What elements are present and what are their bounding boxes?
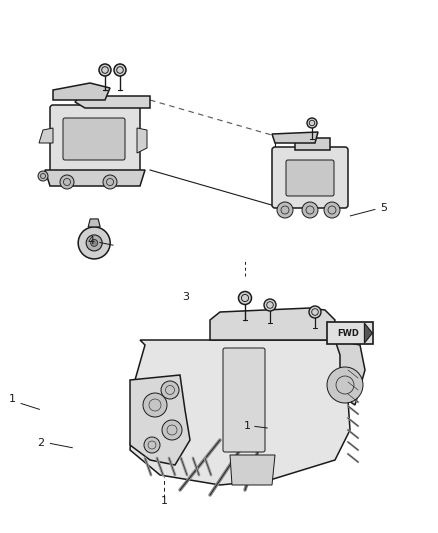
- FancyBboxPatch shape: [327, 322, 374, 344]
- Circle shape: [99, 64, 111, 76]
- Circle shape: [38, 171, 48, 181]
- Polygon shape: [295, 138, 330, 150]
- Circle shape: [144, 437, 160, 453]
- Polygon shape: [210, 308, 335, 340]
- Circle shape: [277, 202, 293, 218]
- Text: 4: 4: [88, 236, 95, 246]
- Circle shape: [327, 367, 363, 403]
- Polygon shape: [39, 128, 53, 143]
- FancyBboxPatch shape: [223, 348, 265, 452]
- FancyBboxPatch shape: [286, 160, 334, 196]
- Text: 5: 5: [380, 203, 387, 213]
- Polygon shape: [272, 132, 318, 143]
- FancyBboxPatch shape: [50, 105, 140, 173]
- FancyBboxPatch shape: [272, 147, 348, 208]
- Polygon shape: [53, 83, 110, 100]
- Polygon shape: [75, 96, 150, 108]
- Circle shape: [162, 420, 182, 440]
- Circle shape: [78, 227, 110, 259]
- Circle shape: [324, 202, 340, 218]
- Polygon shape: [364, 323, 372, 343]
- Circle shape: [60, 175, 74, 189]
- Circle shape: [161, 381, 179, 399]
- Circle shape: [103, 175, 117, 189]
- Circle shape: [307, 118, 317, 128]
- Polygon shape: [230, 455, 275, 485]
- Circle shape: [143, 393, 167, 417]
- Circle shape: [264, 299, 276, 311]
- Circle shape: [114, 64, 126, 76]
- Polygon shape: [130, 375, 190, 465]
- Circle shape: [309, 306, 321, 318]
- Polygon shape: [45, 170, 145, 186]
- Text: 1: 1: [9, 394, 16, 403]
- Circle shape: [91, 239, 98, 246]
- Circle shape: [86, 235, 102, 251]
- Text: 2: 2: [37, 439, 44, 448]
- Polygon shape: [88, 219, 100, 227]
- FancyBboxPatch shape: [63, 118, 125, 160]
- Circle shape: [239, 292, 251, 304]
- Text: 1: 1: [244, 422, 251, 431]
- Circle shape: [302, 202, 318, 218]
- Text: 3: 3: [183, 293, 190, 302]
- Polygon shape: [130, 340, 350, 485]
- Polygon shape: [335, 340, 365, 405]
- Text: 1: 1: [161, 496, 168, 506]
- Text: FWD: FWD: [337, 329, 359, 337]
- Polygon shape: [137, 128, 147, 153]
